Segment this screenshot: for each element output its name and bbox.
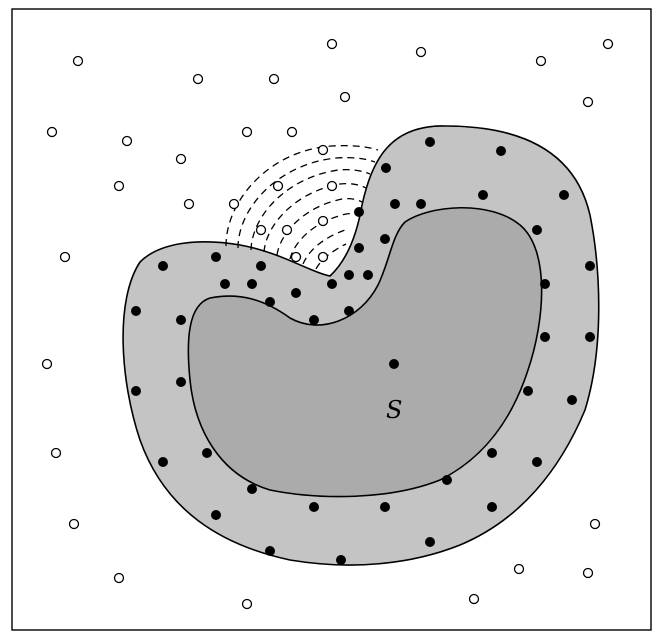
filled-point (381, 163, 391, 173)
filled-point (380, 502, 390, 512)
filled-point (309, 502, 319, 512)
dashed-arc (276, 197, 363, 256)
filled-point (265, 546, 275, 556)
hollow-points (41, 38, 614, 610)
filled-point (390, 199, 400, 209)
hollow-point (228, 198, 240, 210)
filled-point (247, 279, 257, 289)
hollow-point (255, 224, 267, 236)
hollow-point (582, 96, 594, 108)
hollow-point (241, 126, 253, 138)
dashed-arc (225, 144, 379, 247)
filled-point (256, 261, 266, 271)
filled-point (559, 190, 569, 200)
dashed-arc (250, 168, 371, 251)
filled-point (389, 359, 399, 369)
hollow-point (589, 518, 601, 530)
hollow-point (183, 198, 195, 210)
dashed-arcs (225, 144, 379, 270)
filled-point (211, 252, 221, 262)
hollow-point (59, 251, 71, 263)
filled-point (131, 386, 141, 396)
filled-point (380, 234, 390, 244)
filled-point (487, 502, 497, 512)
filled-point (176, 315, 186, 325)
filled-point (158, 261, 168, 271)
filled-point (211, 510, 221, 520)
hollow-point (113, 572, 125, 584)
hollow-point (290, 251, 302, 263)
hollow-point (317, 251, 329, 263)
filled-point (585, 332, 595, 342)
hollow-point (339, 91, 351, 103)
filled-point (532, 225, 542, 235)
filled-point (540, 332, 550, 342)
hollow-point (317, 215, 329, 227)
filled-point (496, 146, 506, 156)
hollow-point (121, 135, 133, 147)
hollow-point (268, 73, 280, 85)
hollow-point (513, 563, 525, 575)
hollow-point (272, 180, 284, 192)
filled-point (336, 555, 346, 565)
hollow-point (602, 38, 614, 50)
hollow-point (468, 593, 480, 605)
hollow-point (192, 73, 204, 85)
dashed-arc (237, 156, 376, 249)
filled-point (478, 190, 488, 200)
hollow-point (535, 55, 547, 67)
filled-point (532, 457, 542, 467)
hollow-point (50, 447, 62, 459)
dashed-arc (302, 228, 349, 265)
hollow-point (582, 567, 594, 579)
hollow-point (286, 126, 298, 138)
hollow-point (175, 153, 187, 165)
filled-point (344, 270, 354, 280)
hollow-point (281, 224, 293, 236)
filled-point (540, 279, 550, 289)
filled-point (585, 261, 595, 271)
filled-point (344, 306, 354, 316)
filled-point (202, 448, 212, 458)
filled-point (363, 270, 373, 280)
filled-point (327, 279, 337, 289)
filled-point (220, 279, 230, 289)
filled-point (354, 207, 364, 217)
hollow-point (68, 518, 80, 530)
filled-points (131, 137, 595, 565)
filled-point (523, 386, 533, 396)
filled-point (158, 457, 168, 467)
hollow-point (326, 38, 338, 50)
hollow-point (326, 180, 338, 192)
hollow-point (113, 180, 125, 192)
filled-point (416, 199, 426, 209)
filled-point (442, 475, 452, 485)
filled-point (247, 484, 257, 494)
set-label: S (386, 396, 402, 424)
filled-point (291, 288, 301, 298)
filled-point (131, 306, 141, 316)
filled-point (567, 395, 577, 405)
filled-point (265, 297, 275, 307)
hollow-point (317, 144, 329, 156)
filled-point (425, 537, 435, 547)
hollow-point (72, 55, 84, 67)
hollow-point (41, 358, 53, 370)
inner-region (187, 206, 543, 498)
filled-point (425, 137, 435, 147)
hollow-point (46, 126, 58, 138)
filled-point (354, 243, 364, 253)
filled-point (487, 448, 497, 458)
hollow-point (241, 598, 253, 610)
hollow-point (415, 46, 427, 58)
filled-point (309, 315, 319, 325)
filled-point (176, 377, 186, 387)
